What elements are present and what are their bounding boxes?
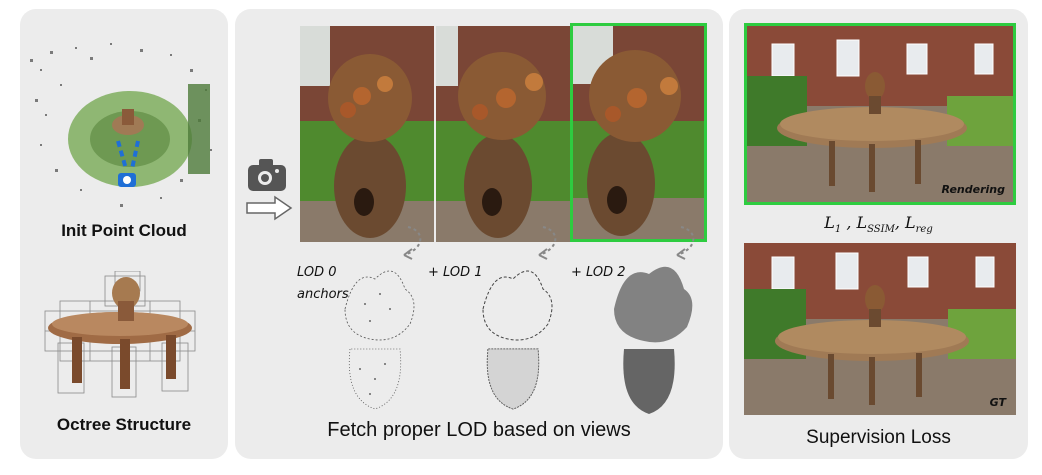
- lod1-label: + LOD 1: [428, 265, 483, 280]
- loss-l1: L: [824, 213, 835, 232]
- anchors-label: anchors: [297, 287, 349, 302]
- lod0-label: LOD 0: [297, 265, 337, 280]
- rendering-tag: Rendering: [941, 183, 1005, 196]
- camera-icon: [248, 159, 286, 191]
- loss-formula: L1 , LSSIM, Lreg: [824, 213, 933, 236]
- octree-structure-label: Octree Structure: [56, 415, 192, 434]
- anchors-lod0-sketch: [344, 270, 415, 410]
- init-point-cloud-image: [30, 43, 212, 207]
- anchors-lod1-sketch: [482, 270, 553, 410]
- loss-ssim-sub: SSIM: [867, 224, 895, 236]
- loss-reg: L: [905, 213, 916, 232]
- loss-ssim: L: [856, 213, 868, 232]
- loss-reg-sub: reg: [915, 224, 933, 236]
- curved-arrow-lod2: [676, 226, 695, 260]
- middle-caption: Fetch proper LOD based on views: [327, 419, 631, 441]
- view-image-lod1: [436, 26, 570, 242]
- loss-l1-sub: 1: [834, 224, 842, 236]
- right-caption: Supervision Loss: [806, 427, 951, 448]
- lod2-label: + LOD 2: [571, 265, 626, 280]
- anchors-lod2-sketch: [614, 266, 693, 414]
- curved-arrow-lod0: [403, 226, 422, 260]
- init-point-cloud-label: Init Point Cloud: [61, 221, 187, 240]
- gt-tag: GT: [989, 396, 1006, 409]
- middle-panel: LOD 0 anchors + LOD 1 + LOD 2 Fetch prop…: [235, 9, 723, 459]
- curved-arrow-lod1: [538, 226, 557, 260]
- right-arrow-icon: [246, 195, 293, 221]
- right-panel: Rendering L1 , LSSIM, Lreg GT Supervisio…: [729, 9, 1028, 459]
- left-panel: Init Point Cloud Octree Structure: [20, 9, 228, 459]
- view-image-lod2: [570, 23, 707, 242]
- rendering-image: Rendering: [744, 23, 1016, 205]
- octree-structure-image: [44, 271, 196, 398]
- view-image-lod0: [300, 26, 434, 242]
- ground-truth-image: GT: [744, 243, 1016, 415]
